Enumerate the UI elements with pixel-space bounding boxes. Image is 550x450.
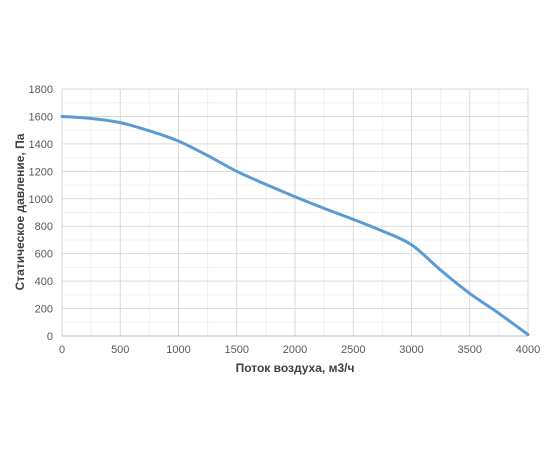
tick-labels: 0 500 1000 1500 2000 2500 3000 3500 4000 0 200 400 6… xyxy=(29,84,541,356)
y-tick-label: 1000 xyxy=(29,194,53,206)
y-tick-label: 200 xyxy=(35,304,53,316)
y-tick-label: 1200 xyxy=(29,166,53,178)
y-tick-label: 1400 xyxy=(29,139,53,151)
x-tick-label: 3500 xyxy=(458,344,482,356)
x-tick-label: 2000 xyxy=(283,344,307,356)
x-tick-label: 1000 xyxy=(166,344,190,356)
y-tick-label: 600 xyxy=(35,249,53,261)
x-tick-label: 1500 xyxy=(225,344,249,356)
y-tick-label: 1600 xyxy=(29,111,53,123)
y-tick-label: 0 xyxy=(47,331,53,343)
x-tick-label: 500 xyxy=(111,344,129,356)
gridlines xyxy=(61,88,529,337)
y-tick-label: 400 xyxy=(35,276,53,288)
x-tick-label: 2500 xyxy=(341,344,365,356)
series-line xyxy=(60,114,530,337)
x-axis-title: Поток воздуха, м3/ч xyxy=(236,361,355,375)
x-tick-label: 0 xyxy=(59,344,65,356)
y-axis-title: Статическое давление, Па xyxy=(13,133,27,290)
y-tick-label: 800 xyxy=(35,221,53,233)
series-layer xyxy=(60,114,530,337)
x-tick-label: 3000 xyxy=(399,344,423,356)
x-tick-label: 4000 xyxy=(516,344,540,356)
y-tick-label: 1800 xyxy=(29,84,53,96)
